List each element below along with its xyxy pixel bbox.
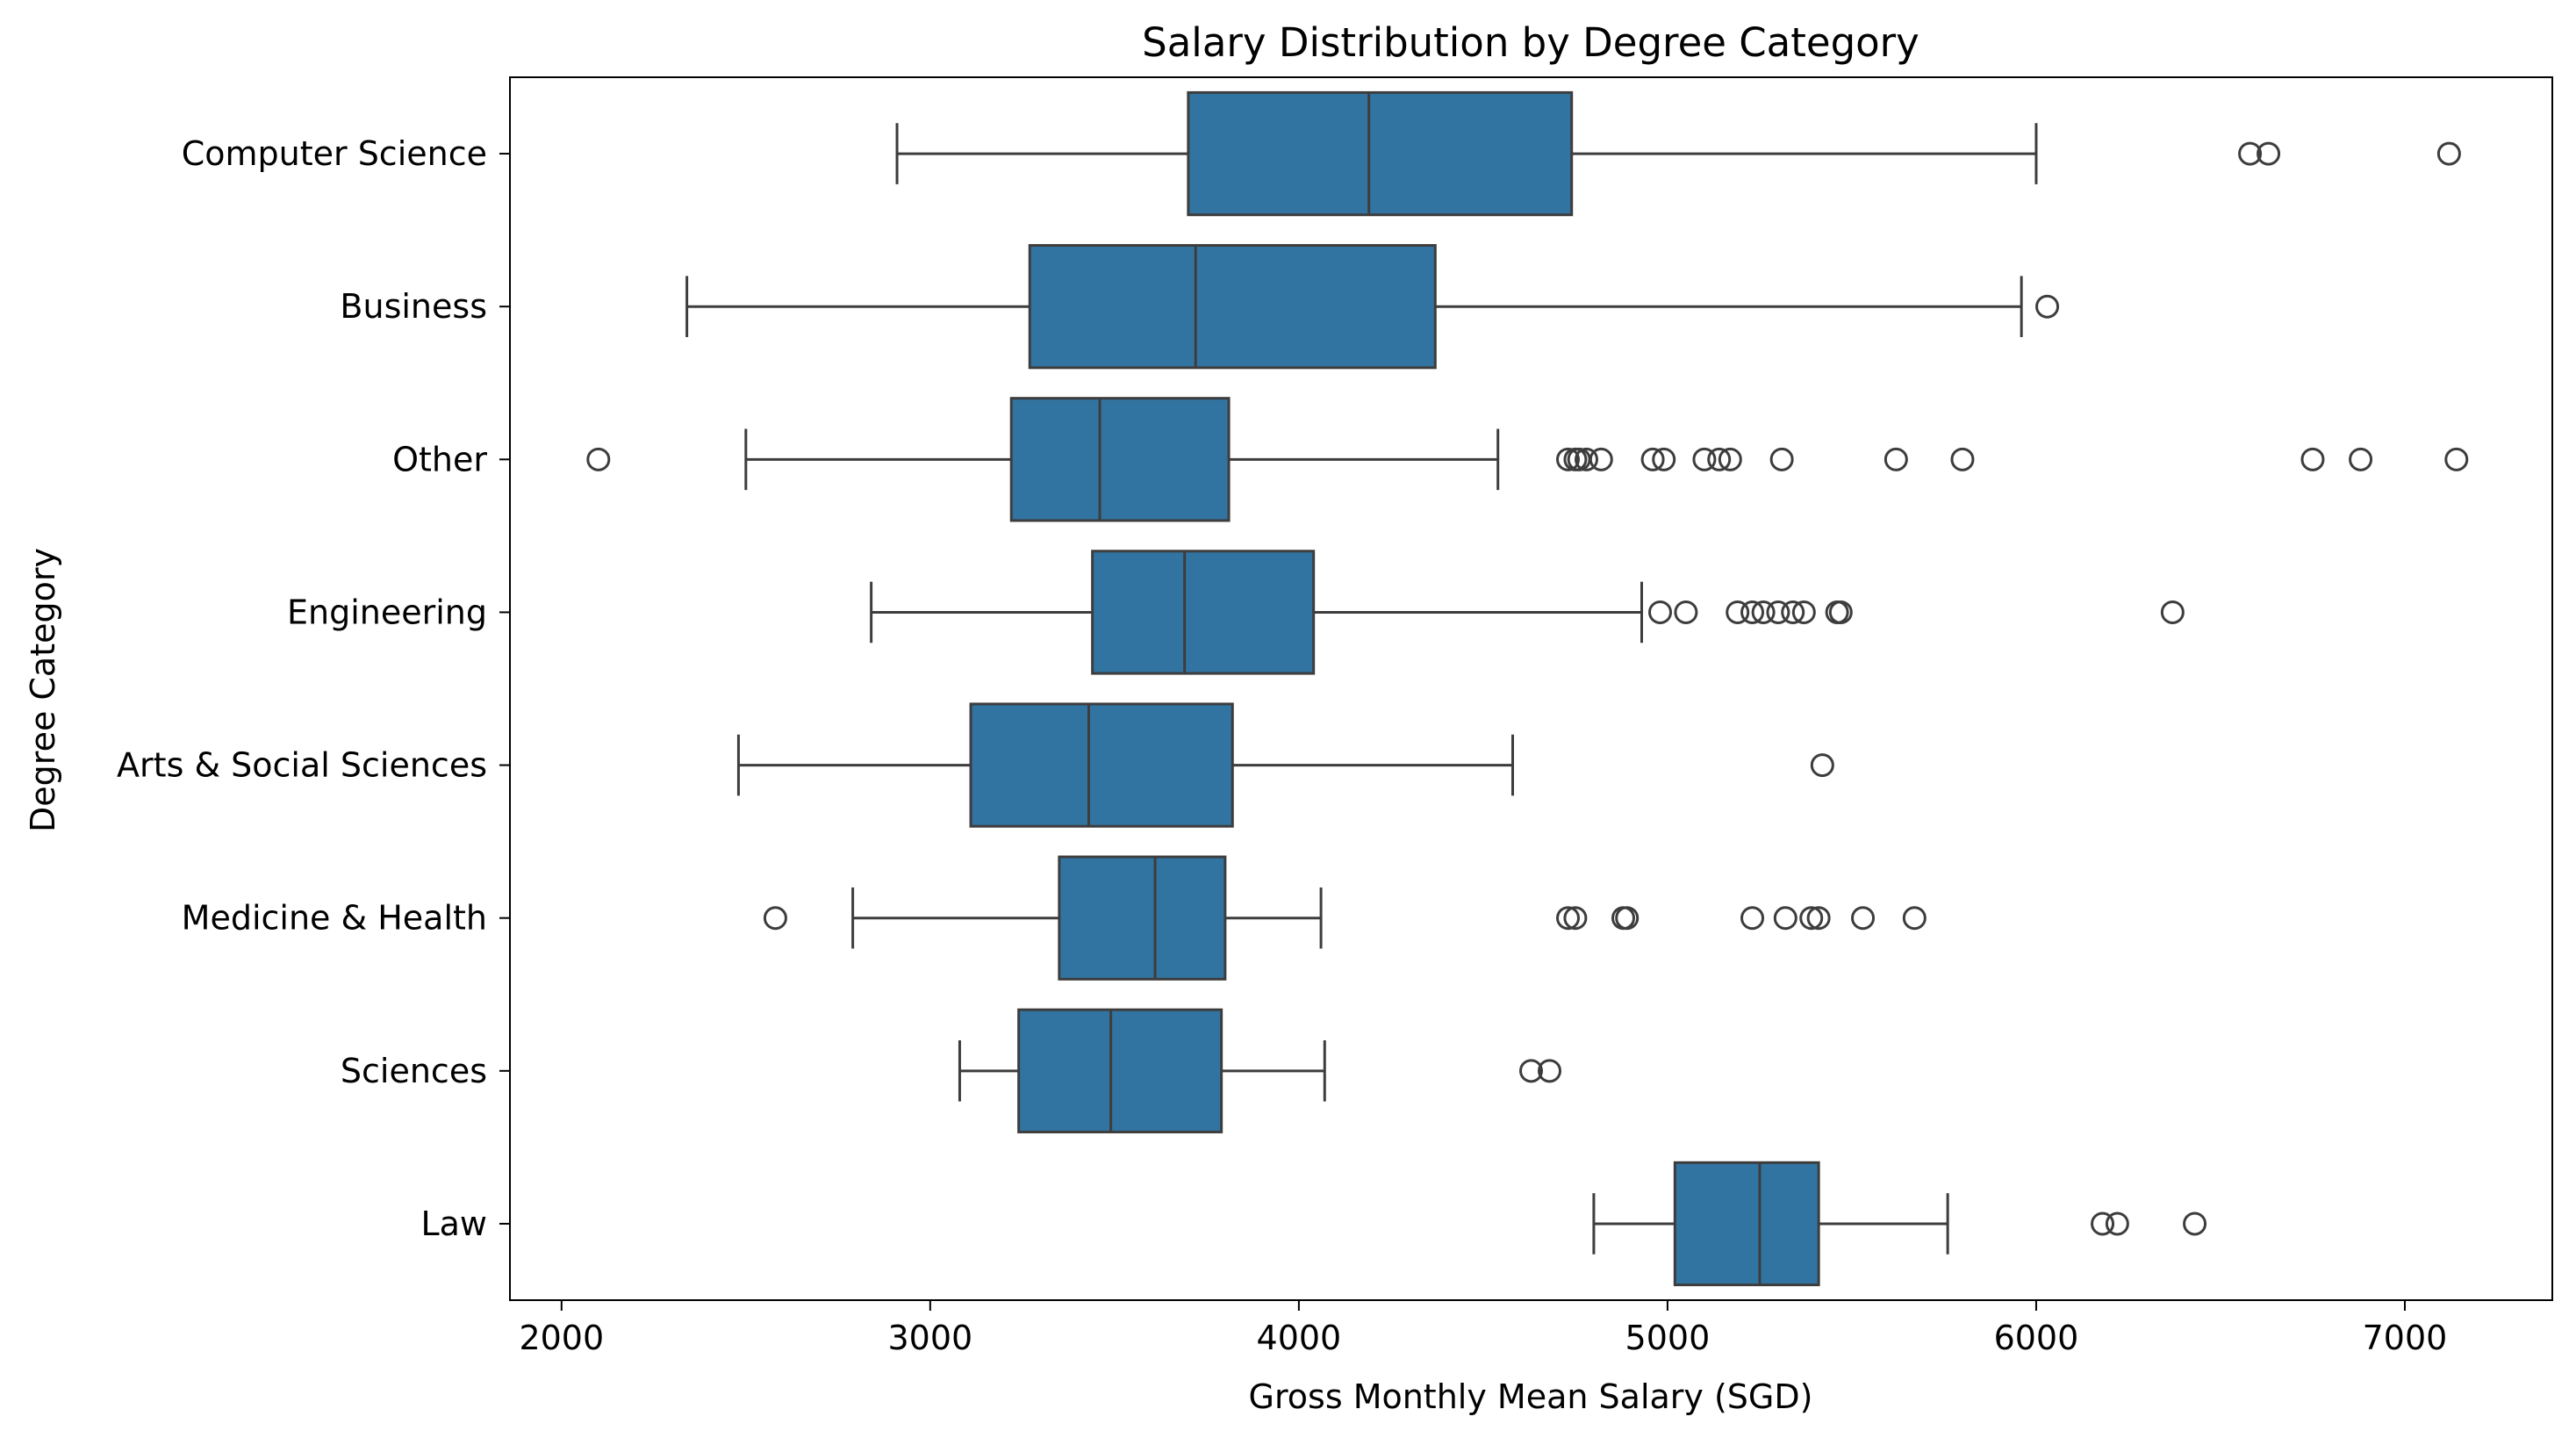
iqr-box: [1009, 397, 1231, 522]
outlier-point: [1810, 753, 1834, 778]
outlier-point: [1902, 906, 1927, 931]
y-tick-label: Business: [340, 287, 487, 326]
outlier-point: [1884, 447, 1908, 471]
y-tick-label: Medicine & Health: [182, 899, 487, 938]
iqr-box: [1058, 855, 1227, 981]
iqr-box: [1091, 550, 1316, 675]
y-axis-label: Degree Category: [24, 548, 62, 832]
outlier-point: [1519, 1059, 1543, 1083]
outlier-point: [1640, 447, 1665, 471]
box-group: [763, 855, 1927, 981]
chart-title: Salary Distribution by Degree Category: [1142, 19, 1919, 66]
iqr-box: [1673, 1161, 1820, 1287]
y-tick-label: Computer Science: [182, 134, 487, 173]
x-axis: 2000 3000 4000 5000 6000 7000: [519, 1300, 2447, 1357]
box-group: [685, 244, 2060, 370]
outlier-point: [2183, 1212, 2207, 1236]
y-tick-label: Law: [420, 1204, 487, 1243]
outlier-point: [1828, 600, 1853, 624]
outlier-point: [1648, 600, 1673, 624]
outlier-point: [1615, 906, 1640, 931]
outlier-point: [2436, 141, 2461, 166]
outlier-point: [1773, 906, 1797, 931]
iqr-box: [1017, 1008, 1223, 1133]
y-tick-label: Arts & Social Sciences: [117, 746, 487, 785]
outlier-point: [1806, 906, 1831, 931]
x-tick-label: 3000: [887, 1319, 972, 1357]
boxes-layer: [586, 90, 2469, 1287]
outlier-point: [1563, 906, 1588, 931]
outlier-point: [1674, 600, 1698, 624]
iqr-box: [969, 702, 1234, 828]
outlier-point: [2300, 447, 2325, 471]
outlier-point: [2238, 141, 2263, 166]
outlier-point: [1851, 906, 1876, 931]
outlier-point: [1556, 906, 1581, 931]
outlier-point: [2091, 1212, 2115, 1236]
x-tick-label: 6000: [1994, 1319, 2079, 1357]
outlier-point: [2105, 1212, 2129, 1236]
iqr-box: [1187, 90, 1574, 217]
box-group: [870, 550, 2185, 675]
x-tick-label: 2000: [519, 1319, 604, 1357]
x-tick-label: 5000: [1625, 1319, 1711, 1357]
outlier-point: [2444, 447, 2469, 471]
x-tick-label: 4000: [1257, 1319, 1342, 1357]
box-group: [736, 702, 1834, 828]
iqr-box: [1028, 244, 1437, 370]
y-tick-label: Other: [392, 440, 487, 478]
outlier-point: [1769, 447, 1794, 471]
outlier-point: [2349, 447, 2373, 471]
outlier-point: [763, 906, 787, 931]
outlier-point: [1799, 906, 1824, 931]
box-group: [586, 397, 2469, 522]
outlier-point: [1726, 600, 1750, 624]
x-tick-label: 7000: [2363, 1319, 2448, 1357]
y-tick-label: Engineering: [287, 593, 487, 631]
outlier-point: [586, 447, 611, 471]
x-axis-label: Gross Monthly Mean Salary (SGD): [1249, 1377, 1813, 1416]
outlier-point: [1692, 447, 1717, 471]
outlier-point: [1740, 906, 1765, 931]
outlier-point: [1791, 600, 1816, 624]
outlier-point: [1652, 447, 1676, 471]
box-group: [895, 90, 2461, 217]
outlier-point: [1781, 600, 1805, 624]
outlier-point: [1740, 600, 1765, 624]
outlier-point: [2160, 600, 2185, 624]
outlier-point: [1556, 447, 1581, 471]
plot-frame: [509, 76, 2553, 1301]
outlier-point: [1575, 447, 1599, 471]
outlier-point: [1718, 447, 1742, 471]
outlier-point: [2257, 141, 2281, 166]
box-group: [1592, 1161, 2207, 1287]
y-axis: Computer Science Business Other Engineering…: [117, 134, 510, 1243]
outlier-point: [1950, 447, 1975, 471]
outlier-point: [1751, 600, 1776, 624]
y-tick-label: Sciences: [341, 1052, 487, 1090]
outlier-point: [1707, 447, 1732, 471]
outlier-point: [2035, 294, 2060, 319]
outlier-point: [1589, 447, 1613, 471]
outlier-point: [1766, 600, 1790, 624]
box-group: [958, 1008, 1562, 1133]
outlier-point: [1538, 1059, 1562, 1083]
